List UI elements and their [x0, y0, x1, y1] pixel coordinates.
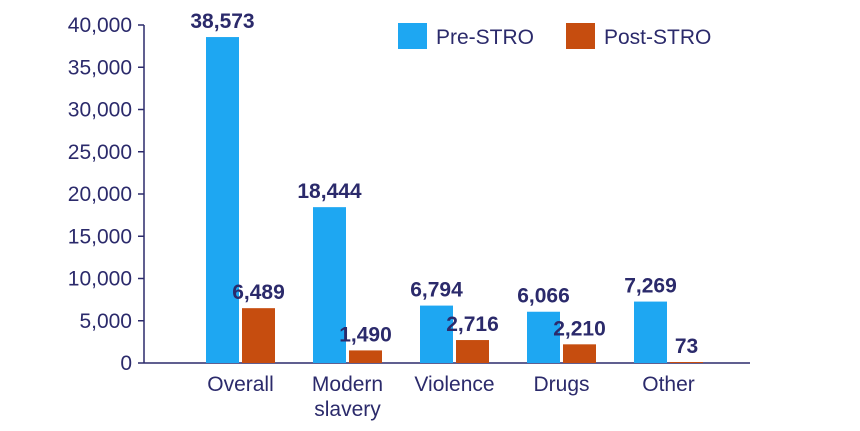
data-label: 2,210 [553, 317, 606, 340]
data-label: 2,716 [446, 313, 499, 336]
bar-post-3 [563, 344, 596, 363]
y-tick-label: 0 [120, 352, 132, 375]
data-label: 73 [675, 335, 698, 358]
y-axis: 0 5,000 10,000 15,000 20,000 25,000 30,000 35,0… [68, 14, 145, 375]
data-label: 1,490 [339, 323, 392, 346]
data-label: 6,794 [410, 279, 463, 302]
y-tick-label: 10,000 [68, 268, 132, 291]
legend-swatch [398, 23, 427, 49]
category-label: Violence [414, 373, 494, 396]
bar-pre-2 [420, 305, 453, 363]
bar-pre-0 [206, 37, 239, 363]
data-label: 18,444 [297, 180, 362, 203]
legend: Pre-STRO Post-STRO [398, 23, 711, 49]
bar-post-2 [456, 340, 489, 363]
data-label: 6,489 [232, 281, 285, 304]
y-tick-label: 20,000 [68, 183, 132, 206]
y-tick-label: 35,000 [68, 56, 132, 79]
x-axis: Overall Modern slavery Violence Drugs Other [144, 362, 750, 421]
category-label: Other [642, 373, 695, 396]
data-label: 6,066 [517, 285, 570, 308]
legend-label: Pre-STRO [436, 26, 534, 49]
bar-post-1 [349, 350, 382, 363]
y-tick-label: 15,000 [68, 225, 132, 248]
bar-pre-4 [634, 301, 667, 363]
y-tick-label: 30,000 [68, 99, 132, 122]
category-label: Overall [207, 373, 274, 396]
category-label: Modern slavery [312, 373, 383, 421]
bars [206, 37, 703, 363]
legend-label: Post-STRO [604, 26, 711, 49]
y-tick-label: 5,000 [79, 310, 132, 333]
y-tick-label: 25,000 [68, 141, 132, 164]
bar-post-4 [670, 362, 703, 363]
bar-post-0 [242, 308, 275, 363]
y-tick-label: 40,000 [68, 14, 132, 37]
legend-swatch [566, 23, 595, 49]
bar-pre-3 [527, 311, 560, 363]
data-labels: 38,573 6,489 18,444 1,490 6,794 2,716 6,066 2,2… [190, 10, 698, 358]
bar-pre-1 [313, 207, 346, 363]
data-label: 38,573 [190, 10, 254, 33]
data-label: 7,269 [624, 275, 677, 298]
category-label: Drugs [533, 373, 589, 396]
